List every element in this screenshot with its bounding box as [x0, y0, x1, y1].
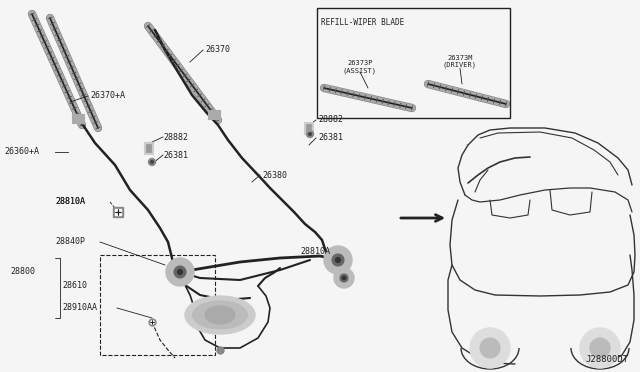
- Text: 28800: 28800: [10, 267, 35, 276]
- Text: 28882: 28882: [163, 132, 188, 141]
- Text: 26370: 26370: [205, 45, 230, 55]
- Circle shape: [148, 158, 156, 166]
- Circle shape: [174, 266, 186, 278]
- Text: 28882: 28882: [318, 115, 343, 125]
- Text: 26370+A: 26370+A: [90, 92, 125, 100]
- Text: 26381: 26381: [163, 151, 188, 160]
- Bar: [208, 109, 220, 119]
- Bar: [305, 124, 310, 132]
- Text: REFILL-WIPER BLADE: REFILL-WIPER BLADE: [321, 18, 404, 27]
- Text: 28840P: 28840P: [55, 237, 85, 247]
- Text: 26373P
(ASSIST): 26373P (ASSIST): [343, 60, 377, 74]
- Ellipse shape: [185, 296, 255, 334]
- Bar: [303, 122, 312, 134]
- Circle shape: [470, 328, 510, 368]
- Text: 26380: 26380: [262, 170, 287, 180]
- Ellipse shape: [205, 306, 235, 324]
- Text: 28810A: 28810A: [300, 247, 330, 257]
- Text: 28810A: 28810A: [55, 198, 85, 206]
- Text: 26360+A: 26360+A: [4, 148, 39, 157]
- Text: 28810A: 28810A: [55, 198, 85, 206]
- Circle shape: [307, 131, 314, 138]
- Bar: [72, 113, 84, 122]
- Circle shape: [332, 254, 344, 266]
- Text: 28610: 28610: [62, 282, 87, 291]
- Text: 26381: 26381: [318, 134, 343, 142]
- Circle shape: [178, 270, 182, 275]
- Text: 28910AA: 28910AA: [62, 304, 97, 312]
- Ellipse shape: [193, 301, 248, 329]
- Bar: [145, 144, 150, 152]
- Bar: [317, 8, 510, 118]
- Circle shape: [308, 132, 312, 135]
- Circle shape: [335, 257, 340, 262]
- Circle shape: [480, 338, 500, 358]
- Text: 26373M
(DRIVER): 26373M (DRIVER): [443, 55, 477, 68]
- Circle shape: [324, 246, 352, 274]
- Circle shape: [334, 268, 354, 288]
- Circle shape: [340, 274, 348, 282]
- Circle shape: [590, 338, 610, 358]
- Text: J28800DT: J28800DT: [585, 355, 628, 364]
- Circle shape: [342, 276, 346, 280]
- Circle shape: [580, 328, 620, 368]
- Bar: [143, 142, 152, 154]
- Circle shape: [166, 258, 194, 286]
- Circle shape: [150, 161, 154, 163]
